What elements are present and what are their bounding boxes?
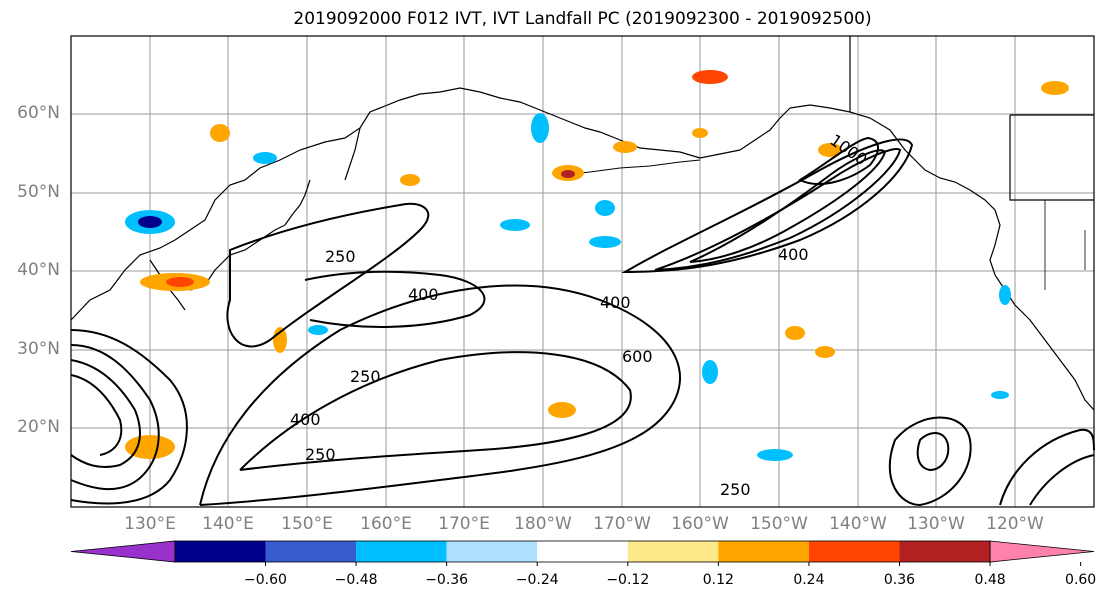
lon-label: 160°E: [360, 514, 412, 534]
lat-label: 20°N: [17, 417, 60, 437]
colorbar-cell: [808, 541, 900, 562]
colorbar-cell: [265, 541, 357, 562]
lat-label: 40°N: [17, 260, 60, 280]
lon-label: 180°W: [514, 514, 572, 534]
lon-label: 150°W: [750, 514, 808, 534]
colorbar-tick-label: −0.24: [515, 572, 559, 588]
colorbar-tick-label: 0.60: [1065, 572, 1097, 588]
colorbar-tick-label: 0.48: [974, 572, 1006, 588]
lon-label: 130°W: [907, 514, 965, 534]
lat-label: 50°N: [17, 182, 60, 202]
lon-label: 130°E: [124, 514, 176, 534]
colorbar-tick-label: −0.48: [334, 572, 378, 588]
colorbar-cell: [446, 541, 538, 562]
lon-label: 160°W: [671, 514, 729, 534]
contour-label-400: 400: [408, 285, 439, 304]
colorbar-tick-label: −0.36: [425, 572, 469, 588]
colorbar-cell: [627, 541, 719, 562]
ivt-contours: [70, 136, 1095, 507]
colorbar-cell: [356, 541, 447, 562]
contour-label-600: 600: [622, 347, 653, 366]
lon-label: 170°E: [438, 514, 490, 534]
colorbar-tick-label: −0.12: [606, 572, 650, 588]
contour-label-400-c: 400: [778, 245, 809, 264]
colorbar-cell: [718, 541, 809, 562]
map-plot: 1000 600 400 400 400 400 250 250 250 250: [70, 35, 1095, 508]
lon-label: 140°E: [202, 514, 254, 534]
colorbar-cell: [174, 541, 266, 562]
contour-label-400-d: 400: [290, 410, 321, 429]
lat-label: 30°N: [17, 339, 60, 359]
contour-label-250-d: 250: [325, 247, 356, 266]
colorbar-tick-label: −0.60: [244, 572, 287, 588]
pc-shading: [125, 70, 1069, 461]
lon-label: 140°W: [829, 514, 887, 534]
contour-label-250-c: 250: [720, 480, 751, 499]
lat-lon-gridlines: [71, 36, 1094, 507]
colorbar-cell: [70, 540, 176, 563]
colorbar-cell: [899, 541, 991, 562]
lon-label: 150°E: [281, 514, 333, 534]
lat-label: 60°N: [17, 103, 60, 123]
colorbar-tick-label: 0.12: [702, 572, 734, 588]
map-title: 2019092000 F012 IVT, IVT Landfall PC (20…: [293, 9, 872, 29]
map-frame: [70, 35, 1095, 508]
contour-label-250: 250: [350, 367, 381, 386]
lon-label: 120°W: [986, 514, 1044, 534]
contour-label-400-b: 400: [600, 293, 631, 312]
lon-label: 170°W: [593, 514, 651, 534]
coastlines: [70, 36, 1095, 411]
colorbar-tick-label: 0.24: [793, 572, 825, 588]
colorbar-tick-label: 0.36: [883, 572, 916, 588]
colorbar-cell: [989, 540, 1095, 563]
contour-label-250-b: 250: [305, 445, 336, 464]
colorbar-cell: [537, 541, 628, 562]
